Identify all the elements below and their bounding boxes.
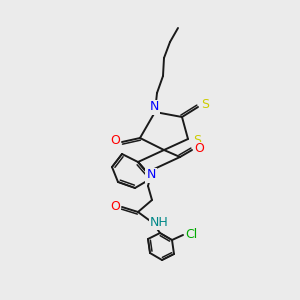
Text: N: N (146, 169, 156, 182)
Text: Cl: Cl (185, 227, 197, 241)
Text: O: O (194, 142, 204, 155)
Text: NH: NH (150, 215, 168, 229)
Text: O: O (110, 134, 120, 148)
Text: N: N (149, 100, 159, 113)
Text: O: O (110, 200, 120, 212)
Text: S: S (201, 98, 209, 112)
Text: S: S (193, 134, 201, 146)
